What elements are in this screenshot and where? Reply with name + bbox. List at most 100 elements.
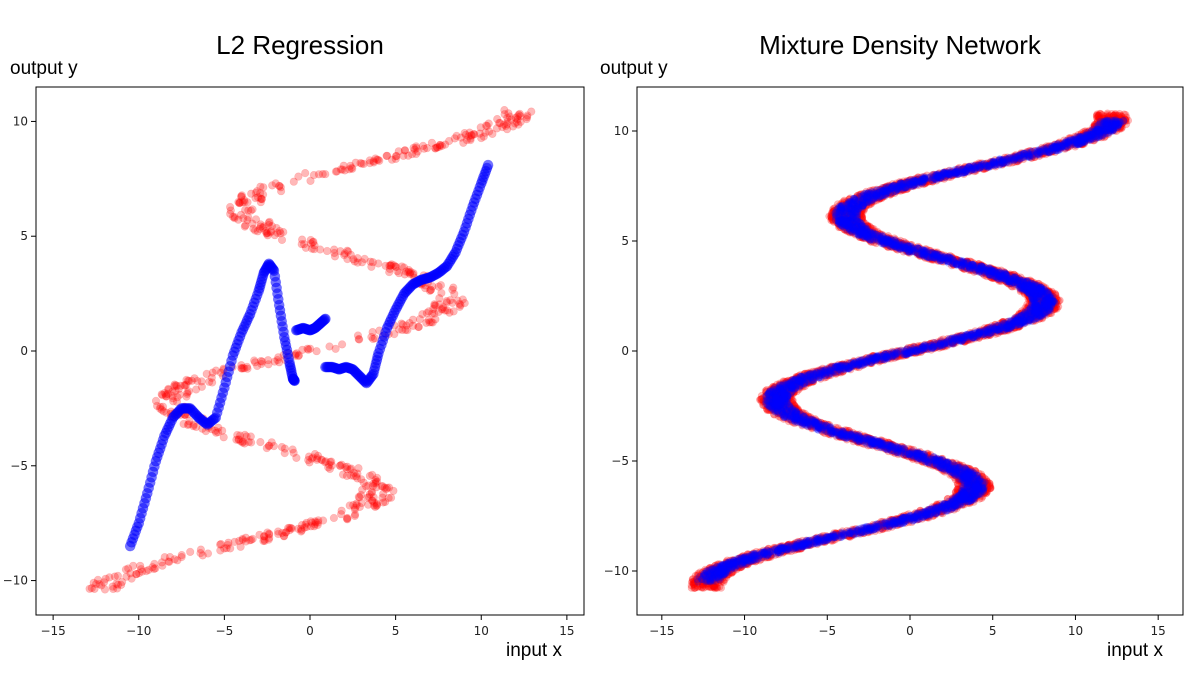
data-point xyxy=(1010,316,1019,325)
data-point xyxy=(372,501,381,511)
data-point xyxy=(402,321,411,330)
data-point xyxy=(511,113,520,122)
data-point xyxy=(240,439,249,448)
data-point xyxy=(238,364,248,373)
data-point xyxy=(129,561,138,570)
data-point xyxy=(267,438,276,447)
data-point xyxy=(1080,138,1088,147)
data-point xyxy=(408,315,418,324)
data-point xyxy=(238,535,247,545)
data-point xyxy=(391,154,400,163)
data-point xyxy=(955,489,963,498)
data-point xyxy=(364,500,373,509)
data-point xyxy=(343,246,352,255)
data-point xyxy=(236,542,245,551)
data-point xyxy=(485,127,494,136)
data-point xyxy=(262,444,271,453)
data-point xyxy=(926,344,934,353)
data-point xyxy=(901,179,910,187)
data-point xyxy=(1015,156,1024,165)
data-point xyxy=(1002,321,1011,330)
data-point xyxy=(902,350,911,359)
data-point xyxy=(405,269,415,279)
data-point xyxy=(423,144,432,153)
data-point xyxy=(1033,149,1042,158)
data-point xyxy=(260,532,269,541)
data-point xyxy=(170,382,179,391)
data-point xyxy=(264,535,273,544)
data-point xyxy=(967,166,976,175)
data-point xyxy=(402,267,411,276)
data-point xyxy=(275,227,284,236)
data-point xyxy=(364,481,373,490)
data-point xyxy=(500,110,509,119)
data-point xyxy=(710,565,718,574)
data-point xyxy=(880,191,888,199)
data-point xyxy=(446,296,455,305)
data-point xyxy=(990,269,999,278)
data-point xyxy=(230,212,239,221)
data-point xyxy=(505,112,514,121)
x-axis-label: input x xyxy=(506,640,562,661)
data-point xyxy=(1106,122,1115,130)
data-point xyxy=(1080,129,1088,138)
data-point xyxy=(773,405,782,414)
data-point xyxy=(314,518,323,527)
data-point xyxy=(353,254,362,263)
data-point xyxy=(857,206,866,214)
data-point xyxy=(398,325,407,335)
data-point xyxy=(124,564,133,573)
data-point xyxy=(263,528,272,537)
data-point xyxy=(320,313,331,325)
data-point xyxy=(242,362,252,372)
data-point xyxy=(113,580,123,589)
data-point xyxy=(779,403,788,412)
x-tick-label: −5 xyxy=(216,624,234,638)
data-point xyxy=(177,552,186,562)
data-point xyxy=(245,536,254,545)
data-point xyxy=(409,269,418,278)
data-point xyxy=(421,284,430,293)
data-point xyxy=(941,465,949,474)
data-point xyxy=(352,501,361,510)
data-point xyxy=(462,136,471,145)
y-axis-label: output y xyxy=(10,58,78,79)
data-point xyxy=(353,474,362,483)
data-point xyxy=(382,485,391,494)
data-point xyxy=(292,349,301,358)
data-point xyxy=(460,299,469,308)
data-point xyxy=(356,490,366,500)
data-point xyxy=(1004,320,1013,328)
data-point xyxy=(224,538,233,547)
data-point xyxy=(235,199,244,208)
data-point xyxy=(186,547,195,557)
data-point xyxy=(935,174,943,183)
data-point xyxy=(371,477,380,487)
data-point xyxy=(368,328,377,337)
data-point xyxy=(264,360,273,369)
data-point xyxy=(346,250,355,259)
data-point xyxy=(448,285,457,294)
data-point xyxy=(362,482,371,491)
data-point xyxy=(839,429,848,438)
data-point xyxy=(158,391,167,400)
data-point xyxy=(373,473,382,483)
data-point xyxy=(187,376,196,385)
data-point xyxy=(95,579,104,589)
data-point xyxy=(378,482,387,491)
data-point xyxy=(825,363,834,372)
data-point xyxy=(260,532,269,541)
data-point xyxy=(314,516,323,525)
data-point xyxy=(1038,144,1047,153)
data-point xyxy=(794,408,803,416)
data-point xyxy=(504,109,513,118)
data-point xyxy=(436,141,445,150)
data-point xyxy=(399,151,408,160)
data-point xyxy=(240,364,249,373)
data-point xyxy=(340,251,349,260)
data-point xyxy=(105,573,114,582)
data-point xyxy=(249,224,258,233)
data-point xyxy=(863,198,872,207)
data-point xyxy=(806,422,815,431)
